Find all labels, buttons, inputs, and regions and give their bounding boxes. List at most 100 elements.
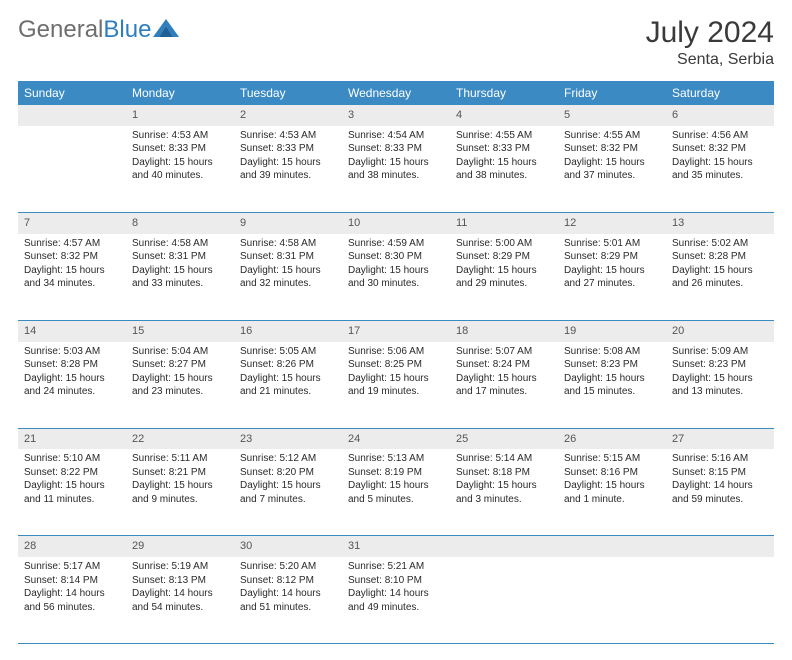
sunset-line: Sunset: 8:29 PM [456, 250, 552, 264]
sunrise-line: Sunrise: 4:58 AM [240, 237, 336, 251]
sunset-line: Sunset: 8:31 PM [240, 250, 336, 264]
daylight-line: Daylight: 15 hours and 9 minutes. [132, 479, 228, 506]
daylight-line: Daylight: 15 hours and 32 minutes. [240, 264, 336, 291]
sunset-line: Sunset: 8:24 PM [456, 358, 552, 372]
day-details: Sunrise: 4:55 AMSunset: 8:32 PMDaylight:… [558, 126, 666, 189]
day-cell: Sunrise: 4:55 AMSunset: 8:32 PMDaylight:… [558, 126, 666, 213]
sunrise-line: Sunrise: 5:13 AM [348, 452, 444, 466]
title-block: July 2024 Senta, Serbia [646, 16, 774, 69]
sunrise-line: Sunrise: 4:55 AM [564, 129, 660, 143]
day-cell: Sunrise: 5:10 AMSunset: 8:22 PMDaylight:… [18, 449, 126, 536]
day-cell: Sunrise: 4:53 AMSunset: 8:33 PMDaylight:… [126, 126, 234, 213]
day-number-row: 28293031 [18, 536, 774, 557]
sunset-line: Sunset: 8:14 PM [24, 574, 120, 588]
sunset-line: Sunset: 8:29 PM [564, 250, 660, 264]
daylight-line: Daylight: 15 hours and 27 minutes. [564, 264, 660, 291]
sunset-line: Sunset: 8:26 PM [240, 358, 336, 372]
day-cell [558, 557, 666, 644]
day-number-cell: 16 [234, 320, 342, 341]
day-details: Sunrise: 5:12 AMSunset: 8:20 PMDaylight:… [234, 449, 342, 512]
sunset-line: Sunset: 8:25 PM [348, 358, 444, 372]
sunset-line: Sunset: 8:20 PM [240, 466, 336, 480]
daylight-line: Daylight: 14 hours and 56 minutes. [24, 587, 120, 614]
day-cell: Sunrise: 5:02 AMSunset: 8:28 PMDaylight:… [666, 234, 774, 321]
day-details: Sunrise: 5:03 AMSunset: 8:28 PMDaylight:… [18, 342, 126, 405]
weekday-header-row: Sunday Monday Tuesday Wednesday Thursday… [18, 81, 774, 105]
day-cell: Sunrise: 5:04 AMSunset: 8:27 PMDaylight:… [126, 342, 234, 429]
sunrise-line: Sunrise: 5:10 AM [24, 452, 120, 466]
day-cell: Sunrise: 5:09 AMSunset: 8:23 PMDaylight:… [666, 342, 774, 429]
sunrise-line: Sunrise: 5:08 AM [564, 345, 660, 359]
day-details: Sunrise: 5:19 AMSunset: 8:13 PMDaylight:… [126, 557, 234, 620]
day-number-cell: 13 [666, 212, 774, 233]
daylight-line: Daylight: 15 hours and 30 minutes. [348, 264, 444, 291]
daylight-line: Daylight: 15 hours and 35 minutes. [672, 156, 768, 183]
weekday-header: Wednesday [342, 81, 450, 105]
day-cell: Sunrise: 5:13 AMSunset: 8:19 PMDaylight:… [342, 449, 450, 536]
weekday-header: Monday [126, 81, 234, 105]
sunrise-line: Sunrise: 4:58 AM [132, 237, 228, 251]
page-header: GeneralBlue July 2024 Senta, Serbia [18, 16, 774, 69]
day-details: Sunrise: 4:58 AMSunset: 8:31 PMDaylight:… [126, 234, 234, 297]
weekday-header: Thursday [450, 81, 558, 105]
day-number-cell: 17 [342, 320, 450, 341]
daylight-line: Daylight: 15 hours and 26 minutes. [672, 264, 768, 291]
sunset-line: Sunset: 8:13 PM [132, 574, 228, 588]
day-cell [450, 557, 558, 644]
sunrise-line: Sunrise: 5:12 AM [240, 452, 336, 466]
day-content-row: Sunrise: 5:03 AMSunset: 8:28 PM Daylight:… [18, 342, 774, 429]
sunrise-line: Sunrise: 5:05 AM [240, 345, 336, 359]
sunset-line: Sunset: 8:33 PM [348, 142, 444, 156]
day-cell: Sunrise: 4:58 AMSunset: 8:31 PMDaylight:… [234, 234, 342, 321]
day-cell: Sunrise: 5:00 AMSunset: 8:29 PMDaylight:… [450, 234, 558, 321]
sunset-line: Sunset: 8:28 PM [24, 358, 120, 372]
logo-text-2: Blue [103, 16, 151, 44]
daylight-line: Daylight: 15 hours and 38 minutes. [456, 156, 552, 183]
day-cell: Sunrise: 5:19 AMSunset: 8:13 PMDaylight:… [126, 557, 234, 644]
sunrise-line: Sunrise: 5:00 AM [456, 237, 552, 251]
sunset-line: Sunset: 8:33 PM [456, 142, 552, 156]
sunrise-line: Sunrise: 5:17 AM [24, 560, 120, 574]
day-number-cell [666, 536, 774, 557]
day-number-cell: 15 [126, 320, 234, 341]
day-number-cell: 10 [342, 212, 450, 233]
day-details: Sunrise: 5:21 AMSunset: 8:10 PMDaylight:… [342, 557, 450, 620]
day-details: Sunrise: 5:09 AMSunset: 8:23 PMDaylight:… [666, 342, 774, 405]
day-number-cell: 3 [342, 105, 450, 126]
day-number-cell: 5 [558, 105, 666, 126]
day-details: Sunrise: 5:00 AMSunset: 8:29 PMDaylight:… [450, 234, 558, 297]
daylight-line: Daylight: 15 hours and 21 minutes. [240, 372, 336, 399]
day-content-row: Sunrise: 5:17 AMSunset: 8:14 PMDaylight:… [18, 557, 774, 644]
sunrise-line: Sunrise: 4:54 AM [348, 129, 444, 143]
sunrise-line: Sunrise: 5:07 AM [456, 345, 552, 359]
day-cell: Sunrise: 4:58 AMSunset: 8:31 PMDaylight:… [126, 234, 234, 321]
day-number-cell: 22 [126, 428, 234, 449]
sunrise-line: Sunrise: 5:15 AM [564, 452, 660, 466]
day-details: Sunrise: 5:15 AMSunset: 8:16 PMDaylight:… [558, 449, 666, 512]
sunset-line: Sunset: 8:32 PM [672, 142, 768, 156]
day-number-row: 21222324252627 [18, 428, 774, 449]
logo-text-1: General [18, 16, 103, 44]
sunset-line: Sunset: 8:10 PM [348, 574, 444, 588]
day-number-cell: 23 [234, 428, 342, 449]
day-details: Sunrise: 5:02 AMSunset: 8:28 PMDaylight:… [666, 234, 774, 297]
day-number-cell: 12 [558, 212, 666, 233]
weekday-header: Tuesday [234, 81, 342, 105]
daylight-line: Daylight: 15 hours and 34 minutes. [24, 264, 120, 291]
day-number-cell: 26 [558, 428, 666, 449]
sunrise-line: Sunrise: 5:03 AM [24, 345, 120, 359]
location-label: Senta, Serbia [646, 51, 774, 69]
daylight-line: Daylight: 15 hours and 17 minutes. [456, 372, 552, 399]
day-number-cell: 14 [18, 320, 126, 341]
day-details: Sunrise: 4:58 AMSunset: 8:31 PMDaylight:… [234, 234, 342, 297]
day-content-row: Sunrise: 4:57 AMSunset: 8:32 PMDaylight:… [18, 234, 774, 321]
day-cell: Sunrise: 5:14 AMSunset: 8:18 PMDaylight:… [450, 449, 558, 536]
sunset-line: Sunset: 8:27 PM [132, 358, 228, 372]
sunset-line: Sunset: 8:31 PM [132, 250, 228, 264]
day-cell: Sunrise: 5:05 AMSunset: 8:26 PMDaylight:… [234, 342, 342, 429]
day-details: Sunrise: 5:20 AMSunset: 8:12 PMDaylight:… [234, 557, 342, 620]
daylight-line: Daylight: 14 hours and 54 minutes. [132, 587, 228, 614]
sunrise-line: Sunrise: 4:53 AM [240, 129, 336, 143]
sunset-line: Sunset: 8:23 PM [564, 358, 660, 372]
sunset-line: Sunset: 8:33 PM [132, 142, 228, 156]
